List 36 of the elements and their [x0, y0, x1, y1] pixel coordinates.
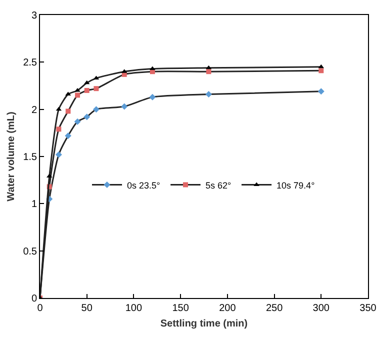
point	[92, 106, 100, 113]
x-tick-label: 100	[125, 303, 142, 314]
point	[66, 108, 71, 114]
point	[84, 88, 90, 93]
legend-label: 0s 23.5°	[127, 180, 161, 190]
legend-label: 10s 79.4°	[276, 180, 316, 190]
x-tick-label: 150	[172, 303, 190, 314]
point	[205, 90, 212, 98]
point	[84, 114, 90, 120]
y-tick-label: 0.5	[23, 246, 38, 258]
point	[74, 92, 80, 98]
point	[150, 66, 156, 70]
y-tick-label: 3	[31, 10, 38, 22]
point	[94, 86, 99, 92]
point	[56, 126, 62, 132]
x-axis-title: Settling time (min)	[160, 318, 248, 330]
y-tick-label: 0	[31, 294, 38, 304]
y-axis-title: Water volume (mL)	[6, 112, 18, 202]
x-tick-label: 250	[266, 303, 284, 314]
x-tick-label: 200	[219, 303, 236, 314]
point	[318, 88, 324, 95]
point	[74, 118, 81, 125]
y-tick-label: 2.5	[23, 58, 38, 69]
x-tick-label: 350	[360, 303, 377, 314]
x-tick-label: 300	[312, 303, 330, 314]
y-tick-label: 2	[31, 104, 38, 116]
point	[206, 69, 212, 74]
x-tick-label: 50	[81, 303, 93, 314]
point	[64, 132, 72, 139]
y-tick-label: 1	[31, 199, 38, 210]
y-tick-label: 1.5	[23, 152, 38, 163]
point	[121, 103, 128, 110]
point	[55, 151, 62, 158]
point	[318, 68, 324, 74]
legend-label: 5s 62°	[206, 180, 232, 190]
point	[149, 94, 156, 100]
